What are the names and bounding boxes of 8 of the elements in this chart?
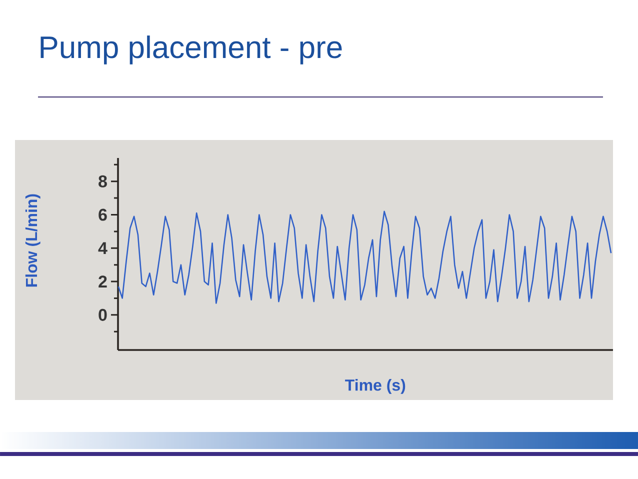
y-axis-title: Flow (L/min) (25, 194, 40, 287)
y-tick-label: 4 (98, 242, 108, 254)
y-tick-label: 2 (98, 276, 107, 288)
x-axis-title: Time (s) (345, 379, 406, 394)
y-tick-label: 6 (98, 208, 107, 221)
chart-title: Pump placement - pre (40, 36, 342, 64)
y-tick-label: 8 (98, 175, 107, 188)
y-tick-label: 0 (98, 308, 107, 321)
